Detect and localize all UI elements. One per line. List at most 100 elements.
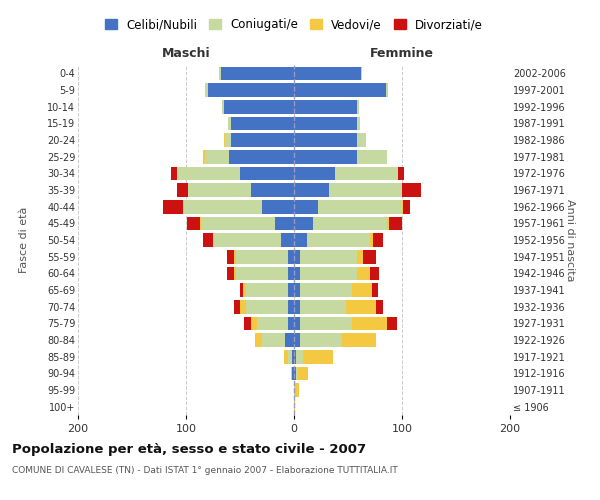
Bar: [203, 233, 213, 247]
Bar: [232, 133, 294, 147]
Bar: [294, 166, 335, 180]
Bar: [294, 350, 296, 364]
Text: Popolazione per età, sesso e stato civile - 2007: Popolazione per età, sesso e stato civil…: [12, 442, 366, 456]
Bar: [183, 200, 184, 213]
Bar: [227, 266, 233, 280]
Bar: [213, 233, 214, 247]
Bar: [294, 366, 296, 380]
Bar: [201, 216, 275, 230]
Bar: [363, 250, 376, 264]
Bar: [163, 200, 183, 213]
Text: COMUNE DI CAVALESE (TN) - Dati ISTAT 1° gennaio 2007 - Elaborazione TUTTITALIA.I: COMUNE DI CAVALESE (TN) - Dati ISTAT 1° …: [12, 466, 398, 475]
Bar: [257, 316, 287, 330]
Bar: [402, 183, 421, 197]
Text: Maschi: Maschi: [161, 47, 211, 60]
Bar: [262, 200, 294, 213]
Bar: [301, 266, 356, 280]
Bar: [294, 300, 301, 314]
Bar: [294, 216, 313, 230]
Bar: [229, 150, 294, 164]
Bar: [292, 366, 294, 380]
Bar: [203, 150, 205, 164]
Bar: [233, 250, 236, 264]
Bar: [287, 250, 294, 264]
Bar: [329, 183, 402, 197]
Bar: [287, 350, 292, 364]
Bar: [178, 166, 240, 180]
Bar: [208, 83, 294, 97]
Bar: [240, 166, 294, 180]
Bar: [370, 266, 379, 280]
Bar: [356, 100, 359, 114]
Bar: [244, 316, 251, 330]
Bar: [281, 233, 294, 247]
Bar: [296, 350, 302, 364]
Text: Anni di nascita: Anni di nascita: [565, 198, 575, 281]
Bar: [301, 316, 352, 330]
Text: Femmine: Femmine: [370, 47, 434, 60]
Bar: [262, 333, 286, 347]
Bar: [294, 283, 301, 297]
Bar: [398, 166, 404, 180]
Bar: [294, 233, 307, 247]
Bar: [287, 283, 294, 297]
Bar: [356, 116, 360, 130]
Bar: [247, 283, 287, 297]
Bar: [294, 250, 301, 264]
Bar: [187, 216, 200, 230]
Bar: [228, 116, 232, 130]
Bar: [287, 300, 294, 314]
Bar: [301, 333, 341, 347]
Bar: [178, 183, 188, 197]
Text: Fasce di età: Fasce di età: [19, 207, 29, 273]
Bar: [295, 383, 299, 397]
Bar: [294, 83, 386, 97]
Bar: [302, 350, 333, 364]
Bar: [243, 283, 247, 297]
Bar: [255, 333, 262, 347]
Bar: [294, 400, 295, 413]
Bar: [214, 233, 281, 247]
Bar: [313, 216, 387, 230]
Bar: [236, 250, 287, 264]
Bar: [247, 300, 287, 314]
Bar: [389, 216, 402, 230]
Bar: [372, 283, 378, 297]
Bar: [356, 266, 370, 280]
Bar: [221, 66, 294, 80]
Bar: [402, 200, 403, 213]
Bar: [294, 183, 329, 197]
Bar: [184, 200, 262, 213]
Bar: [205, 150, 229, 164]
Bar: [287, 316, 294, 330]
Bar: [294, 100, 356, 114]
Bar: [387, 316, 397, 330]
Bar: [240, 300, 247, 314]
Bar: [296, 366, 298, 380]
Bar: [240, 283, 243, 297]
Bar: [188, 183, 251, 197]
Bar: [294, 116, 356, 130]
Bar: [370, 233, 373, 247]
Bar: [356, 250, 363, 264]
Bar: [171, 166, 178, 180]
Bar: [284, 350, 287, 364]
Bar: [292, 350, 294, 364]
Bar: [294, 133, 356, 147]
Bar: [294, 316, 301, 330]
Bar: [335, 166, 398, 180]
Bar: [294, 333, 301, 347]
Bar: [356, 150, 387, 164]
Bar: [233, 300, 240, 314]
Bar: [356, 133, 367, 147]
Bar: [294, 266, 301, 280]
Bar: [251, 316, 257, 330]
Bar: [341, 333, 376, 347]
Bar: [275, 216, 294, 230]
Bar: [294, 200, 318, 213]
Bar: [361, 66, 362, 80]
Bar: [287, 266, 294, 280]
Bar: [224, 100, 294, 114]
Bar: [294, 66, 361, 80]
Bar: [301, 283, 352, 297]
